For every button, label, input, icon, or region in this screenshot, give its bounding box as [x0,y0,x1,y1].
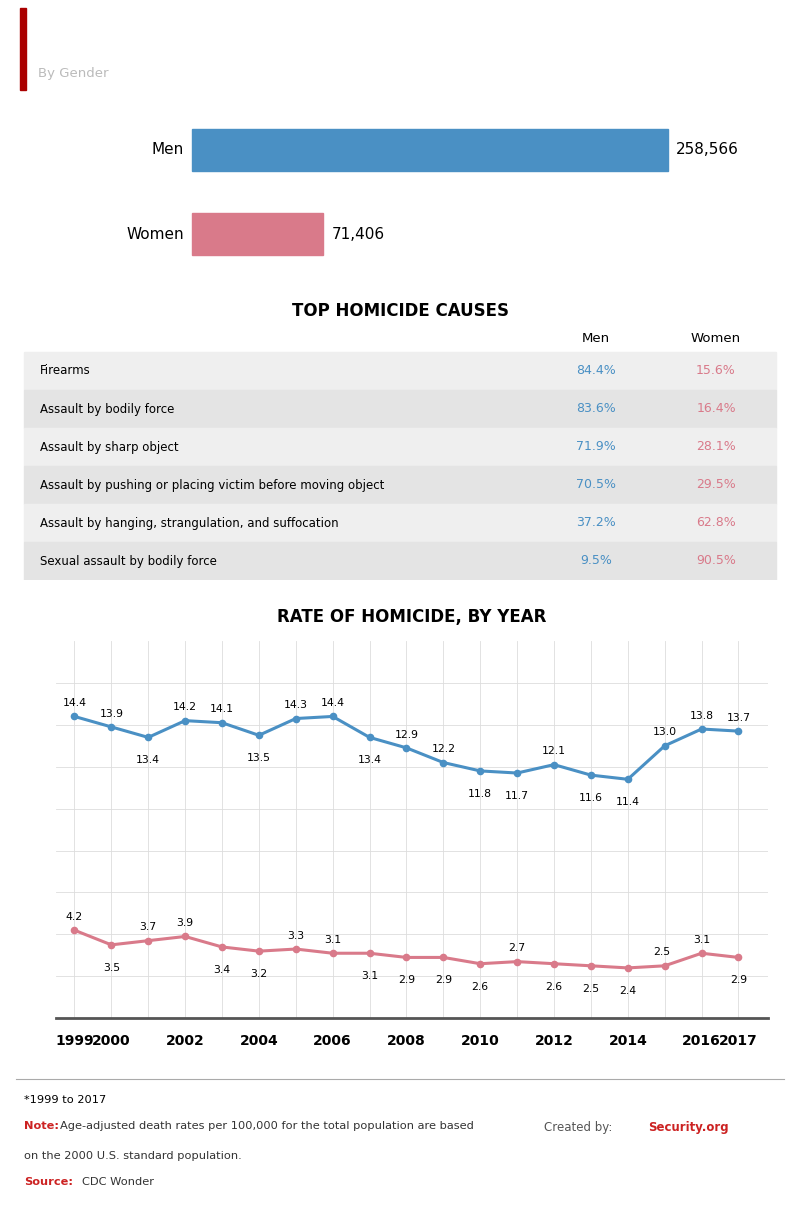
Text: 71,406: 71,406 [331,227,385,242]
Text: 16.4%: 16.4% [696,403,736,416]
Text: 28.1%: 28.1% [696,440,736,453]
Bar [24,541,776,580]
Text: 3.1: 3.1 [361,971,378,982]
Text: 2.7: 2.7 [509,943,526,953]
Text: Assault by pushing or placing victim before moving object: Assault by pushing or placing victim bef… [40,479,384,492]
Text: 3.3: 3.3 [287,931,304,941]
Text: Women: Women [691,332,741,345]
Title: RATE OF HOMICIDE, BY YEAR: RATE OF HOMICIDE, BY YEAR [278,608,546,626]
Text: 13.7: 13.7 [726,713,750,722]
Text: 4.2: 4.2 [66,912,83,921]
Text: 3.2: 3.2 [250,970,267,979]
Text: Security.org: Security.org [648,1120,729,1134]
Text: 84.4%: 84.4% [576,364,616,377]
Text: 11.6: 11.6 [579,794,603,803]
Text: TOP HOMICIDE CAUSES: TOP HOMICIDE CAUSES [291,303,509,320]
Text: 2.9: 2.9 [730,976,747,985]
Text: 13.4: 13.4 [136,755,160,766]
Text: TOTAL NUMBER OF HOMICIDES OVER TIME*: TOTAL NUMBER OF HOMICIDES OVER TIME* [38,22,530,41]
Text: 13.9: 13.9 [99,709,123,719]
Text: 12.2: 12.2 [431,744,455,754]
Text: Created by:: Created by: [544,1120,616,1134]
Text: 13.0: 13.0 [653,727,677,737]
Text: 2.9: 2.9 [398,976,415,985]
Text: Firearms: Firearms [40,364,90,377]
Bar [20,8,26,90]
Text: 258,566: 258,566 [676,142,739,157]
Text: 14.4: 14.4 [62,698,86,708]
Text: CDC Wonder: CDC Wonder [82,1177,154,1187]
Text: 2.9: 2.9 [434,976,452,985]
Text: 83.6%: 83.6% [576,403,616,416]
Text: 14.1: 14.1 [210,704,234,714]
Text: Assault by hanging, strangulation, and suffocation: Assault by hanging, strangulation, and s… [40,516,338,529]
Text: 3.5: 3.5 [102,962,120,973]
Text: Source:: Source: [24,1177,73,1187]
Bar [24,352,776,390]
Text: 2.6: 2.6 [472,982,489,991]
Text: 15.6%: 15.6% [696,364,736,377]
Text: 14.4: 14.4 [321,698,345,708]
Text: Men: Men [582,332,610,345]
Bar [192,129,668,171]
Text: Sexual assault by bodily force: Sexual assault by bodily force [40,555,217,568]
Text: 2.6: 2.6 [546,982,562,991]
Text: 12.9: 12.9 [394,730,418,739]
Bar [24,428,776,466]
Text: on the 2000 U.S. standard population.: on the 2000 U.S. standard population. [24,1151,242,1161]
Text: 70.5%: 70.5% [576,479,616,492]
Text: 12.1: 12.1 [542,747,566,756]
Text: 2.5: 2.5 [582,984,599,994]
Text: *1999 to 2017: *1999 to 2017 [24,1095,106,1105]
Text: 3.9: 3.9 [177,918,194,929]
Text: 3.1: 3.1 [324,935,342,946]
Text: 29.5%: 29.5% [696,479,736,492]
Text: 9.5%: 9.5% [580,555,612,568]
Text: Age-adjusted death rates per 100,000 for the total population are based: Age-adjusted death rates per 100,000 for… [60,1120,474,1131]
Text: By Gender: By Gender [38,66,109,80]
Text: 37.2%: 37.2% [576,516,616,529]
Text: 3.4: 3.4 [214,965,230,974]
Text: 11.4: 11.4 [616,797,640,807]
Text: 71.9%: 71.9% [576,440,616,453]
Bar [24,390,776,428]
Text: 90.5%: 90.5% [696,555,736,568]
Text: Women: Women [126,227,184,242]
Text: 13.8: 13.8 [690,710,714,721]
Text: Assault by bodily force: Assault by bodily force [40,403,174,416]
Text: 13.4: 13.4 [358,755,382,766]
Text: 14.3: 14.3 [284,701,308,710]
Text: Note:: Note: [24,1120,59,1131]
Text: 62.8%: 62.8% [696,516,736,529]
Text: 3.7: 3.7 [140,923,157,932]
Bar [192,213,323,256]
Text: 11.7: 11.7 [505,791,529,801]
Text: 13.5: 13.5 [247,754,271,763]
Text: 14.2: 14.2 [173,702,197,713]
Text: 11.8: 11.8 [468,789,492,800]
Bar [24,504,776,541]
Text: 2.4: 2.4 [619,987,636,996]
Bar [24,466,776,504]
Text: Men: Men [152,142,184,157]
Text: 3.1: 3.1 [693,935,710,946]
Text: Assault by sharp object: Assault by sharp object [40,440,178,453]
Text: 2.5: 2.5 [654,948,670,958]
